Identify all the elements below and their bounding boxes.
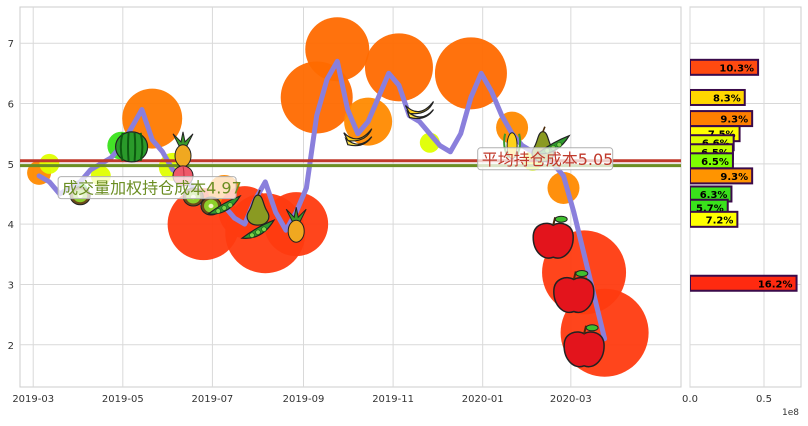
volume-profile-bar: [690, 274, 798, 292]
volume-profile-panel: 10.3%8.3%9.3%7.5%6.6%6.5%6.5%9.3%6.3%5.7…: [682, 6, 802, 418]
side-x-tick-labels: 0.0 0.5 1e8: [682, 394, 799, 418]
volume-profile-label: 8.3%: [713, 93, 741, 104]
pear-icon: [246, 189, 270, 226]
volume-profile-bar: [690, 167, 754, 185]
y-tick-label: 6: [8, 100, 14, 111]
x-tick-label: 2019-07: [192, 394, 234, 405]
side-x-tick-label: 0.5: [756, 394, 772, 405]
banana-icon: [343, 128, 373, 147]
volume-profile-label: 9.3%: [720, 115, 748, 126]
side-x-tick-label: 0.0: [682, 394, 698, 405]
x-tick-label: 2019-05: [102, 394, 144, 405]
banana-icon: [404, 101, 435, 120]
x-tick-labels: 2019-03 2019-05 2019-07 2019-09 2019-11 2020-…: [12, 394, 591, 405]
volume-profile-bar: [690, 88, 746, 106]
peapod-icon: [240, 219, 276, 239]
volume-profile-label: 9.3%: [720, 172, 748, 183]
y-tick-label: 3: [8, 280, 14, 291]
volume-profile-label: 7.2%: [706, 215, 734, 226]
x-tick-label: 2020-03: [550, 394, 592, 405]
pineapple-icon: [285, 207, 307, 243]
reference-annotations: 平均持仓成本5.05 成交量加权持仓成本4.97: [57, 147, 614, 200]
volume-profile-bars: 10.3%8.3%9.3%7.5%6.6%6.5%6.5%9.3%6.3%5.7…: [690, 58, 798, 292]
reference-line-label: 成交量加权持仓成本4.97: [62, 179, 242, 198]
apple-icon: [553, 270, 595, 314]
annotation-box: [57, 176, 237, 200]
volume-profile-label: 6.3%: [700, 190, 728, 201]
pineapple-icon: [172, 131, 194, 168]
annotation-box: [477, 147, 614, 171]
volume-bubble: [305, 17, 370, 82]
y-tick-label: 5: [8, 160, 14, 171]
y-tick-labels: 2 3 4 5 6 7: [8, 39, 14, 352]
apple-icon: [532, 215, 574, 259]
y-tick-label: 2: [8, 341, 14, 352]
side-x-offset-label: 1e8: [782, 408, 799, 418]
x-tick-label: 2019-11: [372, 394, 414, 405]
volume-bubble: [39, 153, 60, 174]
volume-profile-label: 16.2%: [758, 279, 793, 290]
volume-profile-label: 6.5%: [701, 157, 729, 168]
x-tick-label: 2020-01: [462, 394, 504, 405]
volume-profile-bar: [690, 58, 760, 76]
price-line: [36, 58, 608, 342]
y-tick-label: 7: [8, 39, 14, 50]
volume-profile-label: 5.7%: [696, 203, 724, 214]
volume-profile-bar: [690, 210, 739, 228]
x-tick-label: 2019-03: [12, 394, 54, 405]
volume-profile-label: 10.3%: [719, 63, 754, 74]
price-series-line: [36, 58, 608, 342]
peapod-icon: [206, 194, 242, 215]
y-tick-label: 4: [8, 220, 14, 231]
fruit-markers: [69, 101, 605, 368]
x-tick-label: 2019-09: [283, 394, 325, 405]
reference-line-label: 平均持仓成本5.05: [482, 150, 614, 169]
watermelon-icon: [115, 131, 149, 163]
apple-icon: [563, 324, 605, 368]
